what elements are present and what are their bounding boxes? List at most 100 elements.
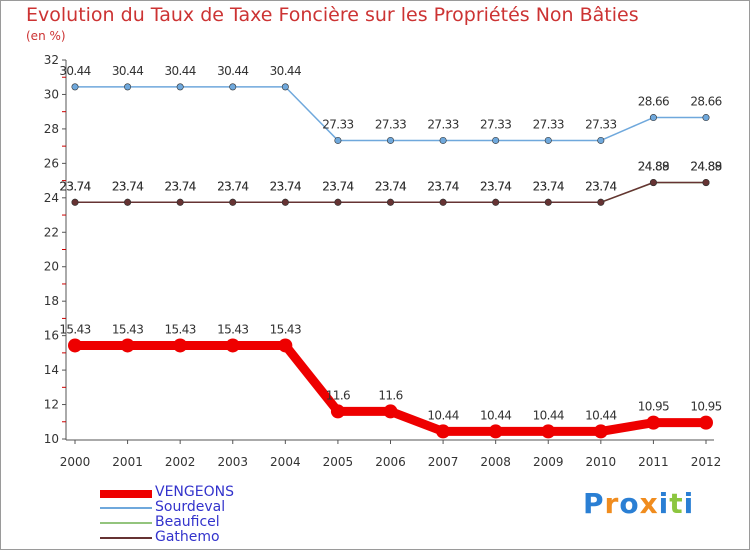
data-point xyxy=(68,338,82,353)
data-point xyxy=(593,424,608,439)
data-label: 23.74 xyxy=(375,179,406,193)
data-point xyxy=(699,415,713,430)
x-tick-label: 2011 xyxy=(638,455,669,469)
data-point xyxy=(544,136,552,144)
x-tick-label: 2003 xyxy=(217,455,248,469)
data-point xyxy=(281,198,289,206)
data-label: 27.33 xyxy=(375,117,406,131)
data-label: 24.89 xyxy=(690,159,721,173)
legend-swatch xyxy=(100,522,152,524)
proxiti-logo: Proxiti xyxy=(583,487,694,520)
data-point xyxy=(71,83,79,91)
data-point xyxy=(439,136,447,144)
data-label: 23.74 xyxy=(217,179,248,193)
x-tick-label: 2010 xyxy=(586,455,617,469)
data-label: 10.95 xyxy=(690,400,721,414)
legend-swatch xyxy=(100,507,152,509)
legend-label: Sourdeval xyxy=(155,499,226,515)
data-label: 23.74 xyxy=(270,179,301,193)
data-point xyxy=(334,198,342,206)
x-tick-label: 2000 xyxy=(60,455,91,469)
y-tick-label: 16 xyxy=(44,329,59,343)
data-label: 10.44 xyxy=(533,408,564,422)
data-label: 27.33 xyxy=(480,117,511,131)
logo-letter: i xyxy=(683,487,695,520)
data-point xyxy=(120,338,135,353)
data-label: 23.74 xyxy=(322,179,353,193)
data-point xyxy=(334,136,342,144)
data-label: 23.74 xyxy=(270,179,301,193)
data-point xyxy=(124,83,132,91)
data-point xyxy=(229,83,237,91)
x-tick-label: 2012 xyxy=(691,455,722,469)
y-tick-label: 24 xyxy=(44,191,59,205)
y-tick-label: 18 xyxy=(44,294,59,308)
data-point xyxy=(278,338,293,353)
data-label: 10.44 xyxy=(480,408,511,422)
data-label: 30.44 xyxy=(112,64,143,78)
data-label: 23.74 xyxy=(112,179,143,193)
data-point xyxy=(492,136,500,144)
data-label: 27.33 xyxy=(427,117,458,131)
legend-swatch xyxy=(100,537,152,539)
series-line-sourdeval xyxy=(75,86,706,142)
data-point xyxy=(281,83,289,91)
data-point xyxy=(702,114,710,122)
chart-title: Evolution du Taux de Taxe Foncière sur l… xyxy=(26,4,639,26)
legend-label: Beauficel xyxy=(155,514,220,530)
data-label: 23.74 xyxy=(217,179,248,193)
logo-letter: o xyxy=(619,487,640,520)
x-tick-label: 2004 xyxy=(270,455,301,469)
data-point xyxy=(383,404,398,419)
data-point xyxy=(541,424,556,439)
data-point xyxy=(176,198,184,206)
data-label: 10.44 xyxy=(427,408,458,422)
data-label: 27.33 xyxy=(322,117,353,131)
y-tick-label: 28 xyxy=(44,122,59,136)
data-label: 23.74 xyxy=(59,179,90,193)
data-label: 23.74 xyxy=(533,179,564,193)
data-label: 24.89 xyxy=(638,159,669,173)
chart-unit-label: (en %) xyxy=(26,29,66,43)
logo-letter: x xyxy=(639,487,659,520)
data-label: 23.74 xyxy=(427,179,458,193)
data-point xyxy=(71,198,79,206)
data-point xyxy=(439,198,447,206)
data-label: 15.43 xyxy=(270,322,301,336)
logo-letter: i xyxy=(658,487,670,520)
data-label: 15.43 xyxy=(112,322,143,336)
data-point xyxy=(176,83,184,91)
data-point xyxy=(173,338,188,353)
data-point xyxy=(492,198,500,206)
data-point xyxy=(649,114,657,122)
x-tick-label: 2001 xyxy=(112,455,143,469)
data-label: 27.33 xyxy=(533,117,564,131)
legend-swatch xyxy=(100,490,152,498)
y-tick-label: 26 xyxy=(44,156,59,170)
data-point xyxy=(597,136,605,144)
data-label: 23.74 xyxy=(112,179,143,193)
data-label: 30.44 xyxy=(217,64,248,78)
legend-label: VENGEONS xyxy=(155,484,234,500)
x-tick-label: 2009 xyxy=(533,455,564,469)
y-tick-label: 30 xyxy=(44,87,59,101)
data-point xyxy=(544,198,552,206)
data-label: 15.43 xyxy=(59,322,90,336)
data-point xyxy=(124,198,132,206)
data-label: 10.95 xyxy=(638,400,669,414)
data-point xyxy=(436,424,451,439)
y-tick-label: 20 xyxy=(44,260,59,274)
x-tick-label: 2006 xyxy=(375,455,406,469)
logo-letter: t xyxy=(669,487,684,520)
y-tick-label: 10 xyxy=(44,432,59,446)
y-tick-label: 22 xyxy=(44,225,59,239)
data-label: 24.88 xyxy=(690,160,721,174)
y-tick-label: 12 xyxy=(44,398,59,412)
logo-letter: r xyxy=(604,487,620,520)
data-point xyxy=(386,136,394,144)
data-label: 23.74 xyxy=(164,179,195,193)
data-label: 15.43 xyxy=(164,322,195,336)
y-tick-label: 14 xyxy=(44,363,59,377)
data-point xyxy=(229,198,237,206)
